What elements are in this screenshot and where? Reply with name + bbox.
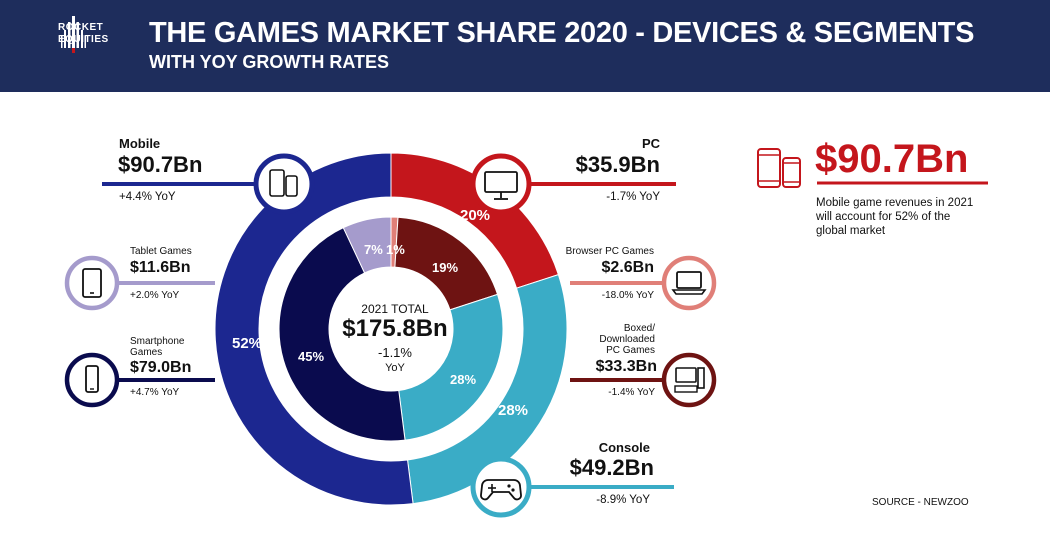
boxed-yoy: -1.4% YoY: [608, 387, 655, 398]
console-share-label: 28%: [498, 402, 529, 419]
pc-share-label: 20%: [460, 207, 491, 224]
pc-monitor-icon: [470, 153, 532, 215]
boxed-share-label: 19%: [432, 260, 459, 275]
console-value: $49.2Bn: [569, 455, 654, 480]
brand-name: ROCKET EQUITIES: [58, 22, 109, 46]
devices-ring: [214, 152, 568, 506]
smartphone-icon: [64, 352, 120, 408]
smartphone-name-line1: Smartphone: [130, 336, 185, 347]
donut-center: [329, 267, 453, 391]
desktop-computer-icon: [661, 352, 717, 408]
center-growth: -1.1%: [378, 345, 412, 360]
smartphone-yoy: +4.7% YoY: [130, 387, 180, 398]
pc-yoy: -1.7% YoY: [606, 191, 660, 203]
gamepad-icon: [470, 456, 532, 518]
pc-value: $35.9Bn: [575, 152, 660, 177]
tablet-value: $11.6Bn: [130, 259, 191, 276]
mobile-share-label: 52%: [232, 335, 263, 352]
pc-name: PC: [641, 136, 660, 151]
source-note: SOURCE - NEWZOO: [872, 497, 969, 508]
mobile-devices-icon: [253, 153, 315, 215]
console-segment-label: 28%: [450, 372, 477, 387]
center-growth-unit: YoY: [385, 362, 405, 374]
smartphone-name-line2: Games: [130, 347, 163, 358]
boxed-name-line1: Boxed/: [623, 323, 655, 334]
tablet-yoy: +2.0% YoY: [130, 290, 180, 301]
mobile-highlight-icon: [757, 148, 801, 188]
boxed-name-line3: PC Games: [606, 345, 655, 356]
smartphone-value: $79.0Bn: [130, 359, 192, 376]
browser-yoy: -18.0% YoY: [601, 290, 654, 301]
header-banner: ROCKET EQUITIES THE GAMES MARKET SHARE 2…: [0, 0, 1050, 92]
mobile-value: $90.7Bn: [118, 152, 203, 177]
console-name: Console: [598, 440, 650, 455]
laptop-icon: [661, 255, 717, 311]
segments-ring: [278, 216, 504, 442]
center-total-label: 2021 TOTAL: [361, 302, 429, 316]
page-subtitle: WITH YOY GROWTH RATES: [149, 52, 390, 72]
boxed-name-line2: Downloaded: [599, 334, 655, 345]
console-yoy: -8.9% YoY: [596, 494, 650, 506]
rocket-logo-icon: [61, 16, 86, 53]
mobile-name: Mobile: [119, 136, 161, 151]
browser-value: $2.6Bn: [601, 259, 654, 276]
browser-share-label: 1%: [386, 242, 405, 257]
brand-line2: EQUITIES: [58, 34, 109, 45]
page-title: THE GAMES MARKET SHARE 2020 - DEVICES & …: [149, 17, 975, 49]
highlight-text: Mobile game revenues in 2021 will accoun…: [816, 197, 974, 237]
tablet-share-label: 7%: [364, 242, 383, 257]
mobile-yoy: +4.4% YoY: [119, 191, 176, 203]
slice-mobile: [214, 152, 414, 506]
boxed-value: $33.3Bn: [595, 358, 657, 375]
brand-line1: ROCKET: [58, 22, 104, 33]
highlight-value: $90.7Bn: [815, 137, 969, 181]
center-total-value: $175.8Bn: [342, 315, 448, 342]
tablet-name: Tablet Games: [130, 246, 192, 257]
browser-name: Browser PC Games: [565, 246, 654, 257]
smartphone-share-label: 45%: [298, 349, 325, 364]
tablet-icon: [64, 255, 120, 311]
